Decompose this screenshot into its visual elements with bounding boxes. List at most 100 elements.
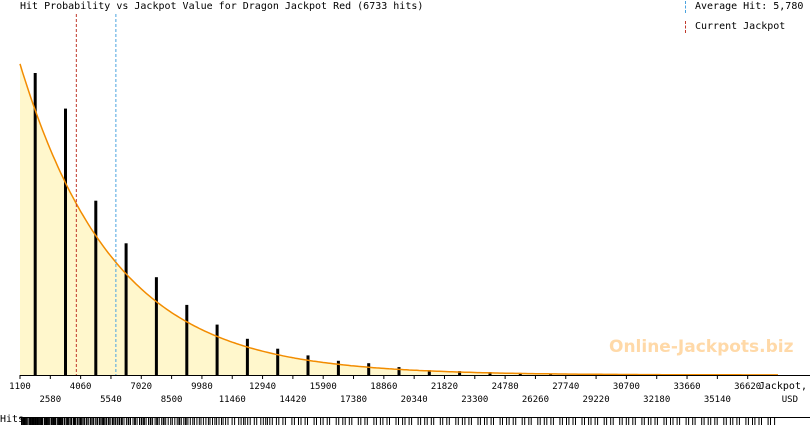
legend-average-swatch (685, 1, 686, 13)
hit-mark-2 (22, 418, 24, 425)
hit-mark-96 (99, 418, 101, 425)
hit-mark-541 (464, 418, 466, 425)
hit-mark-100 (103, 418, 104, 425)
hit-mark-79 (85, 418, 87, 425)
tick-label-top-6: 18860 (370, 382, 397, 392)
tick-label-top-8: 24780 (492, 382, 519, 392)
area-fill (20, 63, 778, 376)
hit-mark-403 (351, 418, 353, 425)
hit-mark-700 (594, 418, 596, 425)
hit-mark-422 (366, 418, 368, 425)
hit-mark-614 (524, 418, 526, 425)
hit-mark-438 (379, 418, 381, 425)
hit-mark-141 (136, 418, 138, 425)
hit-mark-122 (121, 418, 122, 425)
hit-mark-279 (249, 418, 251, 425)
hit-mark-219 (200, 418, 202, 425)
hit-mark-36 (50, 418, 52, 425)
hit-mark-546 (468, 418, 470, 425)
hit-mark-9 (28, 418, 30, 425)
hit-mark-384 (335, 418, 337, 425)
hit-mark-849 (716, 418, 718, 425)
hit-mark-660 (561, 418, 563, 425)
tick-label-top-12: 36620 (734, 382, 761, 392)
hit-mark-306 (271, 418, 273, 425)
hit-mark-400 (348, 418, 350, 425)
hit-mark-128 (125, 418, 127, 425)
hit-mark-673 (572, 418, 574, 425)
hit-mark-171 (161, 418, 163, 425)
hit-mark-495 (426, 418, 428, 425)
hit-mark-392 (342, 418, 344, 425)
hit-mark-749 (634, 418, 636, 425)
hits-label: Hits (0, 414, 25, 425)
hit-mark-273 (244, 418, 246, 425)
hit-mark-131 (128, 418, 130, 425)
hit-mark-57 (67, 418, 69, 425)
hit-mark-93 (97, 418, 99, 425)
tick-label-top-1: 4060 (70, 382, 92, 392)
hit-mark-738 (625, 418, 627, 425)
hit-mark-68 (76, 418, 78, 425)
hit-mark-387 (338, 418, 340, 425)
hit-mark-619 (528, 418, 530, 425)
hit-mark-765 (647, 418, 649, 425)
hit-mark-82 (88, 418, 90, 425)
hit-mark-200 (184, 418, 186, 425)
hit-mark-322 (284, 418, 286, 425)
hit-mark-511 (439, 418, 441, 425)
hit-mark-595 (508, 418, 510, 425)
bar-9 (306, 355, 310, 375)
hit-mark-357 (313, 418, 315, 425)
hit-mark-757 (641, 418, 643, 425)
hit-mark-768 (650, 418, 652, 425)
bar-10 (336, 360, 340, 375)
hit-mark-95 (98, 418, 100, 425)
hit-mark-622 (530, 418, 532, 425)
hit-mark-887 (747, 418, 749, 425)
hit-mark-139 (134, 418, 136, 425)
hit-mark-29 (44, 418, 46, 425)
hit-mark-12 (30, 418, 32, 425)
hit-mark-40 (53, 418, 55, 425)
hit-mark-73 (80, 418, 82, 425)
hit-mark-373 (326, 418, 328, 425)
hit-mark-150 (143, 418, 145, 425)
hit-mark-476 (411, 418, 413, 425)
bar-1 (64, 108, 67, 375)
hits-strip (20, 417, 810, 425)
hit-mark-16 (34, 418, 36, 425)
hit-mark-522 (448, 418, 450, 425)
hit-mark-31 (46, 418, 48, 425)
bar-5 (185, 304, 189, 375)
hit-mark-23 (39, 418, 41, 425)
hit-mark-860 (725, 418, 727, 425)
hit-mark-4 (24, 418, 26, 425)
tick-label-top-11: 33660 (673, 382, 700, 392)
hit-mark-746 (632, 418, 634, 425)
hit-mark-641 (546, 418, 548, 425)
hit-mark-115 (115, 418, 117, 425)
hit-mark-125 (123, 418, 125, 425)
hit-mark-298 (265, 418, 267, 425)
hit-mark-573 (490, 418, 492, 425)
hit-mark-360 (316, 418, 317, 425)
tick-label-top-3: 9980 (191, 382, 213, 392)
hit-mark-257 (231, 418, 233, 425)
hit-mark-99 (102, 418, 104, 425)
tick-label-top-9: 27740 (552, 382, 579, 392)
hit-mark-228 (207, 418, 209, 425)
hit-mark-217 (198, 418, 200, 425)
hit-mark-719 (610, 418, 612, 425)
hit-mark-190 (176, 418, 178, 425)
hit-mark-414 (360, 418, 362, 425)
hit-mark-6 (25, 418, 27, 425)
hit-mark-61 (71, 418, 72, 425)
hit-mark-876 (738, 418, 740, 425)
hit-mark-163 (154, 418, 156, 425)
hit-mark-760 (643, 418, 645, 425)
hit-mark-209 (192, 418, 194, 425)
hit-mark-603 (515, 418, 517, 425)
tick-label-top-10: 30700 (613, 382, 640, 392)
